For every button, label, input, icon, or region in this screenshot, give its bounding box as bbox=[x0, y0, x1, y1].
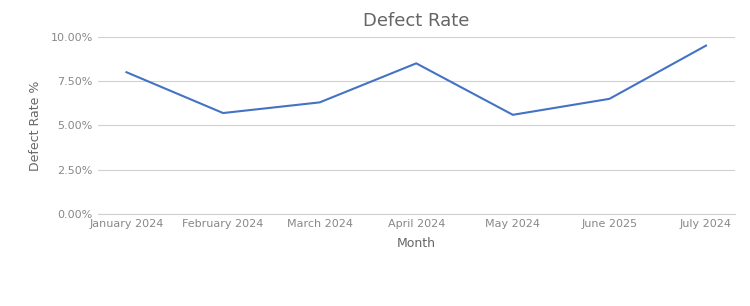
X-axis label: Month: Month bbox=[397, 237, 436, 250]
Y-axis label: Defect Rate %: Defect Rate % bbox=[29, 80, 42, 171]
Title: Defect Rate: Defect Rate bbox=[363, 12, 470, 30]
